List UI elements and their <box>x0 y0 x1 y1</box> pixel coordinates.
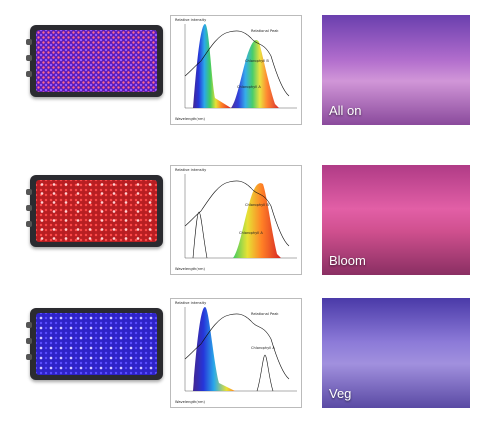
svg-text:Relational Peak: Relational Peak <box>251 29 279 33</box>
grow-room-photo: Veg <box>322 298 470 408</box>
svg-text:Wavelength(nm): Wavelength(nm) <box>175 267 205 271</box>
svg-text:Relative intensity: Relative intensity <box>175 168 207 172</box>
grow-light-panel <box>26 308 163 380</box>
svg-text:Relative intensity: Relative intensity <box>175 18 207 22</box>
svg-text:Relational Peak: Relational Peak <box>251 312 279 316</box>
row-bloom: Relative intensity Chlorophyll B Chlorop… <box>0 165 500 275</box>
mode-label: All on <box>329 103 362 118</box>
svg-text:Relative intensity: Relative intensity <box>175 301 207 305</box>
svg-text:Chlorophyll A: Chlorophyll A <box>239 231 263 235</box>
grow-light-panel <box>26 175 163 247</box>
grow-room-photo: Bloom <box>322 165 470 275</box>
svg-text:Wavelength(nm): Wavelength(nm) <box>175 400 205 404</box>
spectrum-chart: Relative intensity Chlorophyll B Chlorop… <box>170 165 302 275</box>
led-grid <box>36 30 157 92</box>
row-all-on: Relative intensity Relational Peak Chlor… <box>0 15 500 125</box>
svg-text:Chlorophyll B: Chlorophyll B <box>245 59 269 63</box>
mode-label: Veg <box>329 386 352 401</box>
spectrum-chart: Relative intensity Relational Peak Chlor… <box>170 15 302 125</box>
row-veg: Relative intensity Relational Peak Chlor… <box>0 298 500 408</box>
svg-text:Chlorophyll B: Chlorophyll B <box>245 203 269 207</box>
led-grid <box>36 313 157 375</box>
svg-text:Chlorophyll A: Chlorophyll A <box>237 85 261 89</box>
svg-text:Chlorophyll A: Chlorophyll A <box>251 346 275 350</box>
svg-text:Wavelength(nm): Wavelength(nm) <box>175 117 205 121</box>
grow-room-photo: All on <box>322 15 470 125</box>
led-grid <box>36 180 157 242</box>
spectrum-chart: Relative intensity Relational Peak Chlor… <box>170 298 302 408</box>
mode-label: Bloom <box>329 253 366 268</box>
grow-light-panel <box>26 25 163 97</box>
